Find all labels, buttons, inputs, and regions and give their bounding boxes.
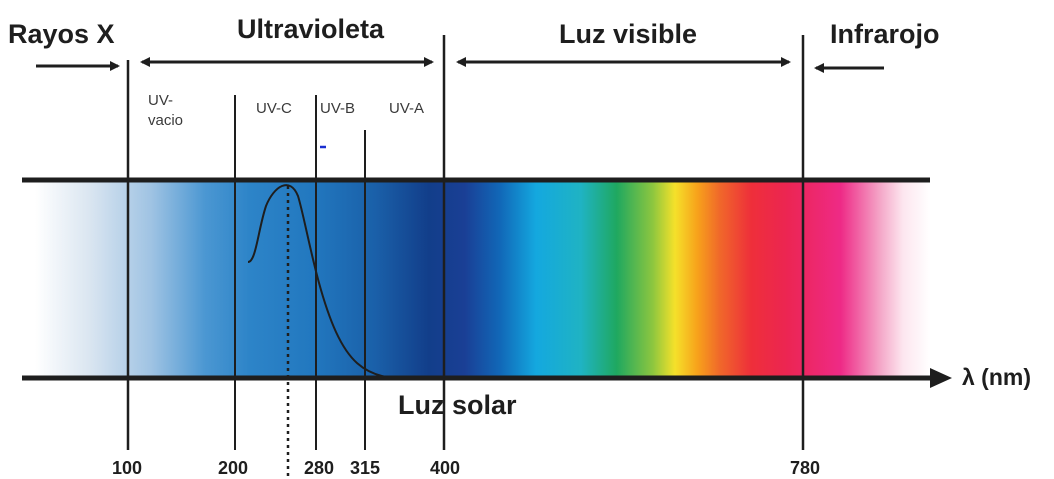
tick-label-200: 200: [218, 458, 248, 478]
tick-label-780: 780: [790, 458, 820, 478]
absorption-curve: [247, 184, 393, 379]
region-label-xray: Rayos X: [8, 19, 115, 49]
tick-label-315: 315: [350, 458, 380, 478]
spectrum-band: [35, 180, 930, 378]
region-label-visible: Luz visible: [559, 19, 697, 49]
tick-label-400: 400: [430, 458, 460, 478]
region-label-infrared: Infrarojo: [830, 19, 940, 49]
subband-label-uva: UV-A: [389, 100, 424, 117]
tick-label-280: 280: [304, 458, 334, 478]
region-label-uv: Ultravioleta: [237, 14, 385, 44]
subband-label-uvb: UV-B: [320, 100, 355, 117]
tick-label-100: 100: [112, 458, 142, 478]
axis-label-wavelength: λ (nm): [962, 364, 1031, 390]
subband-label-uv-vacuum-2: vacio: [148, 112, 183, 129]
subband-label-uv-vacuum-1: UV-: [148, 92, 173, 109]
sunlight-label: Luz solar: [398, 390, 517, 420]
wavelength-axis-arrowhead: [930, 368, 952, 388]
subband-label-uvc: UV-C: [256, 100, 292, 117]
